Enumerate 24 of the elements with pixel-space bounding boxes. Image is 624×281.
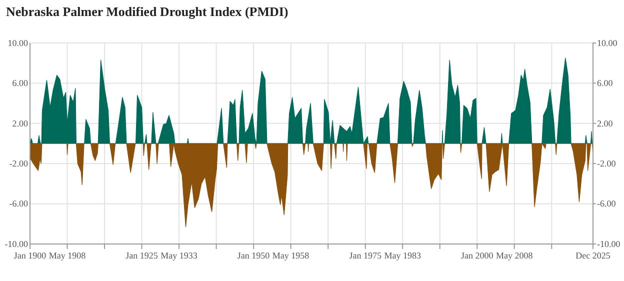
y2-tick-label: -10.00 — [597, 238, 621, 249]
y2-tick-label: -6.00 — [597, 198, 616, 209]
y-tick-label: 10.00 — [8, 38, 28, 48]
x-tick-label: May 1908 — [48, 250, 86, 260]
y-tick-label: 2.00 — [12, 118, 28, 128]
x-tick-label: Jan 2000 — [460, 250, 494, 260]
x-tick-label: Dec 2025 — [576, 250, 611, 260]
y-tick-label: 6.00 — [12, 78, 28, 88]
y2-tick-label: 6.00 — [597, 78, 614, 88]
x-tick-label: May 1983 — [384, 250, 422, 260]
y2-tick-label: 2.00 — [597, 118, 614, 128]
y-tick-label: -10.00 — [4, 238, 28, 249]
x-tick-label: Jan 1900 — [14, 250, 47, 260]
x-tick-label: Jan 1925 — [126, 250, 158, 260]
y2-tick-label: 10.00 — [597, 38, 618, 48]
chart-title: Nebraska Palmer Modified Drought Index (PMDI) — [6, 4, 288, 19]
y-tick-label: -6.00 — [9, 198, 28, 209]
y-tick-label: -2.00 — [9, 158, 28, 168]
x-tick-label: May 2008 — [496, 250, 534, 260]
x-tick-label: May 1933 — [160, 250, 198, 260]
y2-tick-label: -2.00 — [597, 158, 616, 168]
x-tick-label: May 1958 — [272, 250, 310, 260]
x-tick-label: Jan 1950 — [237, 250, 270, 260]
x-tick-label: Jan 1975 — [349, 250, 382, 260]
